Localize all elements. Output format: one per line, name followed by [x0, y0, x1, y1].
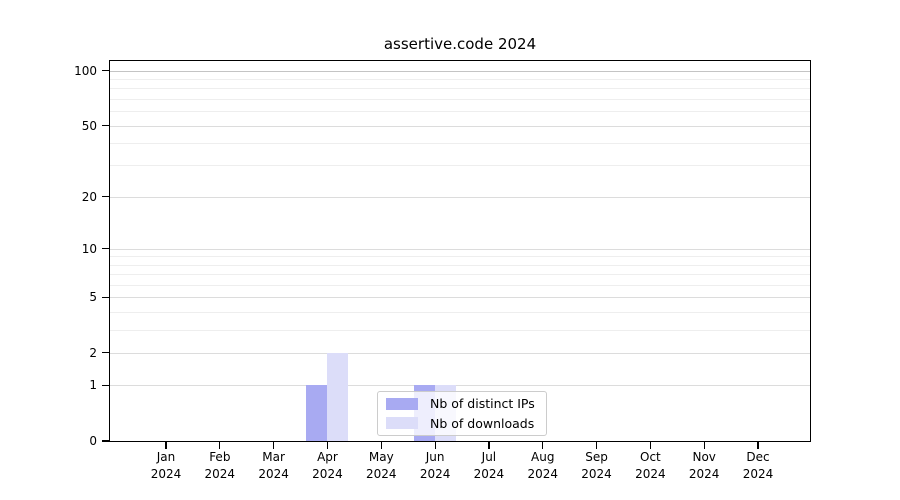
- gridline-minor: [110, 143, 810, 145]
- x-tick-label: Nov 2024: [676, 449, 732, 483]
- gridline-minor: [110, 311, 810, 313]
- x-tick-label: Jan 2024: [138, 449, 194, 483]
- gridline-minor: [110, 264, 810, 266]
- gridline-minor: [110, 98, 810, 100]
- x-tick-month: Feb: [209, 450, 231, 464]
- x-tick-label: Jul 2024: [461, 449, 517, 483]
- x-tick: [488, 442, 490, 449]
- gridline-minor: [110, 284, 810, 286]
- x-tick-year: 2024: [742, 467, 774, 481]
- gridline-major: [110, 297, 810, 299]
- gridline-minor: [110, 79, 810, 81]
- gridline-minor: [110, 111, 810, 113]
- gridline-minor: [110, 256, 810, 258]
- legend-label-downloads: Nb of downloads: [430, 415, 535, 431]
- y-tick-label: 5: [89, 290, 97, 305]
- x-tick-month: Mar: [262, 450, 285, 464]
- y-tick: [102, 248, 109, 250]
- y-tick-label: 50: [81, 118, 97, 133]
- x-tick-label: Feb 2024: [192, 449, 248, 483]
- y-tick: [102, 296, 109, 298]
- bar-nb-of-downloads-apr: [327, 352, 349, 441]
- gridline-major: [110, 70, 810, 72]
- x-tick-month: Aug: [531, 450, 555, 464]
- x-tick: [165, 442, 167, 449]
- bar-nb-of-distinct-ips-apr: [306, 385, 328, 441]
- x-tick-year: 2024: [312, 467, 343, 481]
- gridline-minor: [110, 165, 810, 167]
- x-tick-month: Jan: [156, 450, 176, 464]
- x-tick: [595, 442, 598, 449]
- x-tick-label: May 2024: [353, 449, 409, 483]
- legend-swatch-downloads: [386, 417, 418, 430]
- x-tick-month: Sep: [585, 450, 608, 464]
- gridline-major: [110, 125, 810, 127]
- gridline-minor: [110, 329, 810, 331]
- gridline-major: [110, 352, 810, 354]
- x-tick-year: 2024: [150, 467, 182, 481]
- x-tick-label: Apr 2024: [299, 449, 355, 483]
- x-tick: [649, 442, 651, 449]
- y-tick-label: 10: [81, 241, 97, 256]
- x-tick-month: Jun: [425, 450, 445, 464]
- gridline-major: [110, 196, 810, 198]
- x-tick: [757, 442, 759, 449]
- legend-swatch-distinct-ips: [386, 397, 418, 410]
- y-tick: [102, 124, 109, 127]
- chart-title: assertive.code 2024: [383, 35, 537, 53]
- x-tick-month: Apr: [317, 450, 338, 464]
- x-tick-year: 2024: [204, 467, 236, 481]
- y-tick-label: 100: [74, 63, 97, 78]
- legend-entry-distinct-ips: Nb of distinct IPs: [386, 396, 538, 412]
- x-tick: [542, 442, 544, 449]
- x-tick: [703, 442, 705, 449]
- gridline-major: [110, 248, 810, 250]
- x-tick-month: Jul: [481, 450, 497, 464]
- x-tick-year: 2024: [419, 467, 451, 481]
- x-tick-year: 2024: [473, 467, 505, 481]
- plot-area: Nb of distinct IPs Nb of downloads: [109, 60, 811, 442]
- x-tick-label: Mar 2024: [246, 449, 302, 483]
- x-tick-year: 2024: [258, 467, 289, 481]
- y-tick: [102, 352, 109, 354]
- x-tick: [326, 442, 329, 449]
- x-tick-month: Nov: [692, 450, 716, 464]
- x-tick-label: Sep 2024: [569, 449, 625, 483]
- x-tick-month: Dec: [746, 450, 770, 464]
- y-tick: [102, 440, 109, 442]
- x-tick: [434, 442, 436, 449]
- gridline-minor: [110, 88, 810, 90]
- gridline-minor: [110, 274, 810, 276]
- x-tick-label: Aug 2024: [515, 449, 571, 483]
- y-tick-label: 0: [89, 434, 97, 448]
- x-tick-month: Oct: [640, 450, 661, 464]
- legend-label-distinct-ips: Nb of distinct IPs: [430, 396, 535, 412]
- y-tick-label: 20: [81, 189, 97, 204]
- x-tick-label: Oct 2024: [622, 449, 678, 483]
- x-tick-label: Dec 2024: [730, 449, 786, 483]
- x-tick: [380, 442, 382, 449]
- x-tick-year: 2024: [688, 467, 720, 481]
- y-tick: [102, 384, 109, 386]
- x-tick-year: 2024: [635, 467, 666, 481]
- y-tick: [102, 196, 109, 198]
- x-tick: [273, 442, 275, 449]
- gridline-major: [110, 385, 810, 387]
- x-tick-year: 2024: [527, 467, 558, 481]
- x-tick-year: 2024: [365, 467, 397, 481]
- x-tick: [219, 442, 221, 449]
- y-tick: [102, 70, 109, 72]
- y-tick-label: 2: [89, 345, 97, 360]
- x-tick-month: May: [368, 450, 394, 464]
- legend: Nb of distinct IPs Nb of downloads: [377, 391, 547, 436]
- x-tick-label: Jun 2024: [407, 449, 463, 483]
- y-tick-label: 1: [89, 378, 97, 393]
- x-tick-year: 2024: [581, 467, 612, 481]
- legend-entry-downloads: Nb of downloads: [386, 416, 538, 432]
